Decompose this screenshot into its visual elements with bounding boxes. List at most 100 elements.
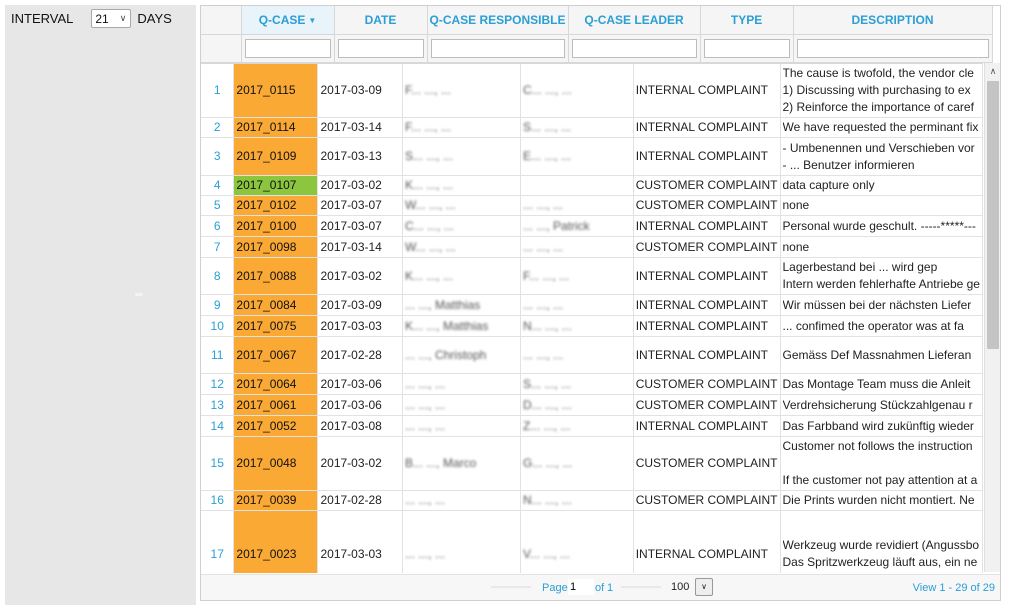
- responsible-cell: ... ..., ...: [402, 415, 522, 437]
- interval-select[interactable]: 21 ∨: [91, 9, 132, 28]
- table-row[interactable]: 3 2017_0109 2017-03-13 S... ..., ... E... ..…: [201, 137, 983, 176]
- leader-cell: S... ..., ...: [520, 117, 634, 138]
- scroll-thumb[interactable]: [987, 81, 999, 349]
- table-row[interactable]: 11 2017_0067 2017-02-28... ..., Christoph.…: [201, 336, 983, 374]
- responsible-cell: F... ..., ...: [402, 117, 522, 138]
- qcase-cell: 2017_0023: [233, 510, 319, 573]
- type-cell: CUSTOMER COMPLAINT: [633, 373, 781, 395]
- filter-description-input[interactable]: [796, 39, 989, 58]
- vertical-scrollbar[interactable]: ∧: [984, 63, 1000, 572]
- leader-cell: E... ..., ...: [520, 137, 634, 176]
- qcase-cell: 2017_0061: [233, 394, 319, 416]
- description-cell: Werkzeug wurde revidiert (Angussbo Das Sp…: [780, 510, 983, 573]
- grid-header: Q-CASE ▼ DATE Q-CASE RESPONSIBLE Q-CASE L…: [201, 6, 993, 63]
- description-cell: Customer not follows the instruction If …: [780, 436, 983, 491]
- responsible-cell: K... ..., ...: [402, 257, 522, 295]
- table-row[interactable]: 15 2017_0048 2017-03-02 B... ..., Marco G...…: [201, 436, 983, 491]
- date-cell: 2017-03-14: [317, 117, 403, 138]
- row-number-cell: 1: [201, 64, 235, 118]
- filter-responsible-input[interactable]: [430, 39, 565, 58]
- table-row[interactable]: 12 2017_0064 2017-03-06... ..., ... S... ..…: [201, 373, 983, 395]
- col-description-header[interactable]: DESCRIPTION: [793, 6, 993, 35]
- row-number-cell: 12: [201, 373, 235, 395]
- decorative-mark: [135, 293, 143, 296]
- chevron-down-icon: ∨: [695, 578, 713, 596]
- leader-cell: ... ..., ...: [520, 236, 634, 258]
- table-row[interactable]: 17 2017_0023 2017-03-03... ..., ... V... ..…: [201, 510, 983, 573]
- table-row[interactable]: 6 2017_0100 2017-03-07 C... ..., ...... ...…: [201, 215, 983, 237]
- table-row[interactable]: 13 2017_0061 2017-03-06... ..., ... D... ..…: [201, 394, 983, 416]
- description-cell: The cause is twofold, the vendor cle 1) D…: [780, 64, 983, 118]
- description-line: Customer not follows the instruction: [782, 439, 973, 453]
- description-cell: We have requested the perminant fix: [780, 117, 983, 138]
- date-cell: 2017-03-02: [317, 436, 403, 491]
- responsible-cell: S... ..., ...: [402, 137, 522, 176]
- type-cell: CUSTOMER COMPLAINT: [633, 236, 781, 258]
- leader-cell: G... ..., ...: [520, 436, 634, 491]
- description-line: Arbeitsanweisung des Lieferanten w: [783, 571, 981, 573]
- date-cell: 2017-02-28: [317, 336, 403, 374]
- rows-per-page-select[interactable]: 100 ∨: [671, 578, 713, 596]
- responsible-cell: W... ..., ...: [402, 195, 522, 216]
- filter-qcase-input[interactable]: [244, 39, 331, 58]
- description-line: Lagerbestand bei ... wird gep: [782, 260, 938, 274]
- qcase-cell: 2017_0107: [233, 175, 319, 196]
- table-row[interactable]: 16 2017_0039 2017-02-28... ..., ... N... ..…: [201, 490, 983, 511]
- description-cell: Gemäss Def Massnahmen Lieferan: [780, 336, 983, 374]
- description-cell: none: [780, 236, 983, 258]
- date-cell: 2017-03-02: [317, 175, 403, 196]
- description-line: The cause is twofold, the vendor cle: [782, 66, 974, 81]
- col-leader-header[interactable]: Q-CASE LEADER: [568, 6, 701, 35]
- description-cell: ... confimed the operator was at fa: [780, 315, 983, 337]
- table-row[interactable]: 7 2017_0098 2017-03-14 W... ..., ...... ...…: [201, 236, 983, 258]
- description-line: Werkzeug wurde revidiert (Angussbo: [782, 538, 980, 552]
- qcase-cell: 2017_0115: [233, 64, 319, 118]
- col-date-header[interactable]: DATE: [334, 6, 428, 35]
- filter-leader-input[interactable]: [571, 39, 697, 58]
- responsible-cell: ... ..., Christoph: [402, 336, 522, 374]
- description-line: - Umbenennen und Verschieben vor: [782, 140, 975, 155]
- page-of-label: of: [595, 582, 605, 594]
- chevron-down-icon: ∨: [119, 13, 127, 23]
- filter-qcase-cell: [241, 34, 335, 63]
- filter-date-input[interactable]: [337, 39, 424, 58]
- type-cell: INTERNAL COMPLAINT: [633, 336, 781, 374]
- type-cell: CUSTOMER COMPLAINT: [633, 195, 781, 216]
- qcase-grid: Q-CASE ▼ DATE Q-CASE RESPONSIBLE Q-CASE L…: [200, 5, 1001, 601]
- responsible-cell: ... ..., ...: [402, 510, 522, 573]
- date-cell: 2017-03-09: [317, 294, 403, 316]
- page-input[interactable]: [568, 579, 594, 595]
- row-number-cell: 2: [201, 117, 235, 138]
- table-row[interactable]: 8 2017_0088 2017-03-02 K... ..., ... F... ..…: [201, 257, 983, 295]
- col-responsible-header[interactable]: Q-CASE RESPONSIBLE: [427, 6, 569, 35]
- scroll-up-icon[interactable]: ∧: [989, 66, 997, 76]
- filter-type-input[interactable]: [703, 39, 790, 58]
- pager-bar: Page of 1 100 ∨ View 1 - 29 of 29: [201, 574, 1000, 600]
- date-cell: 2017-03-06: [317, 373, 403, 395]
- table-row[interactable]: 2 2017_0114 2017-03-14 F... ..., ... S... ..…: [201, 117, 983, 138]
- description-line: ... confimed the operator was at fa: [782, 318, 964, 333]
- table-row[interactable]: 9 2017_0084 2017-03-09... ..., Matthias...…: [201, 294, 983, 316]
- table-row[interactable]: 10 2017_0075 2017-03-03 K... ..., Matthias N…: [201, 315, 983, 337]
- responsible-cell: K... ..., Matthias: [402, 315, 522, 337]
- description-line: Intern werden fehlerhafte Antriebe ge: [782, 277, 980, 291]
- table-row[interactable]: 5 2017_0102 2017-03-07 W... ..., ...... ...…: [201, 195, 983, 216]
- qcase-cell: 2017_0064: [233, 373, 319, 395]
- qcase-cell: 2017_0039: [233, 490, 319, 511]
- description-line: - ... Benutzer informieren: [782, 157, 915, 172]
- qcase-cell: 2017_0084: [233, 294, 319, 316]
- table-row[interactable]: 4 2017_0107 2017-03-02 K... ..., ... CUSTOME…: [201, 175, 983, 196]
- qcase-cell: 2017_0109: [233, 137, 319, 176]
- row-number-cell: 11: [201, 336, 235, 374]
- filter-responsible-cell: [427, 34, 569, 63]
- col-type-header[interactable]: TYPE: [700, 6, 794, 35]
- table-row[interactable]: 14 2017_0052 2017-03-08... ..., ... Z... ..…: [201, 415, 983, 437]
- description-cell: Das Montage Team muss die Anleit: [780, 373, 983, 395]
- record-count: View 1 - 29 of 29: [912, 582, 995, 594]
- type-cell: CUSTOMER COMPLAINT: [633, 436, 781, 491]
- description-line: 2) Reinforce the importance of caref: [782, 100, 974, 115]
- table-row[interactable]: 1 2017_0115 2017-03-09 F... ..., ... C... ..…: [201, 64, 983, 118]
- leader-cell: Z... ..., ...: [520, 415, 634, 437]
- col-qcase-header[interactable]: Q-CASE ▼: [241, 6, 335, 35]
- description-line: Wir müssen bei der nächsten Liefer: [782, 297, 972, 312]
